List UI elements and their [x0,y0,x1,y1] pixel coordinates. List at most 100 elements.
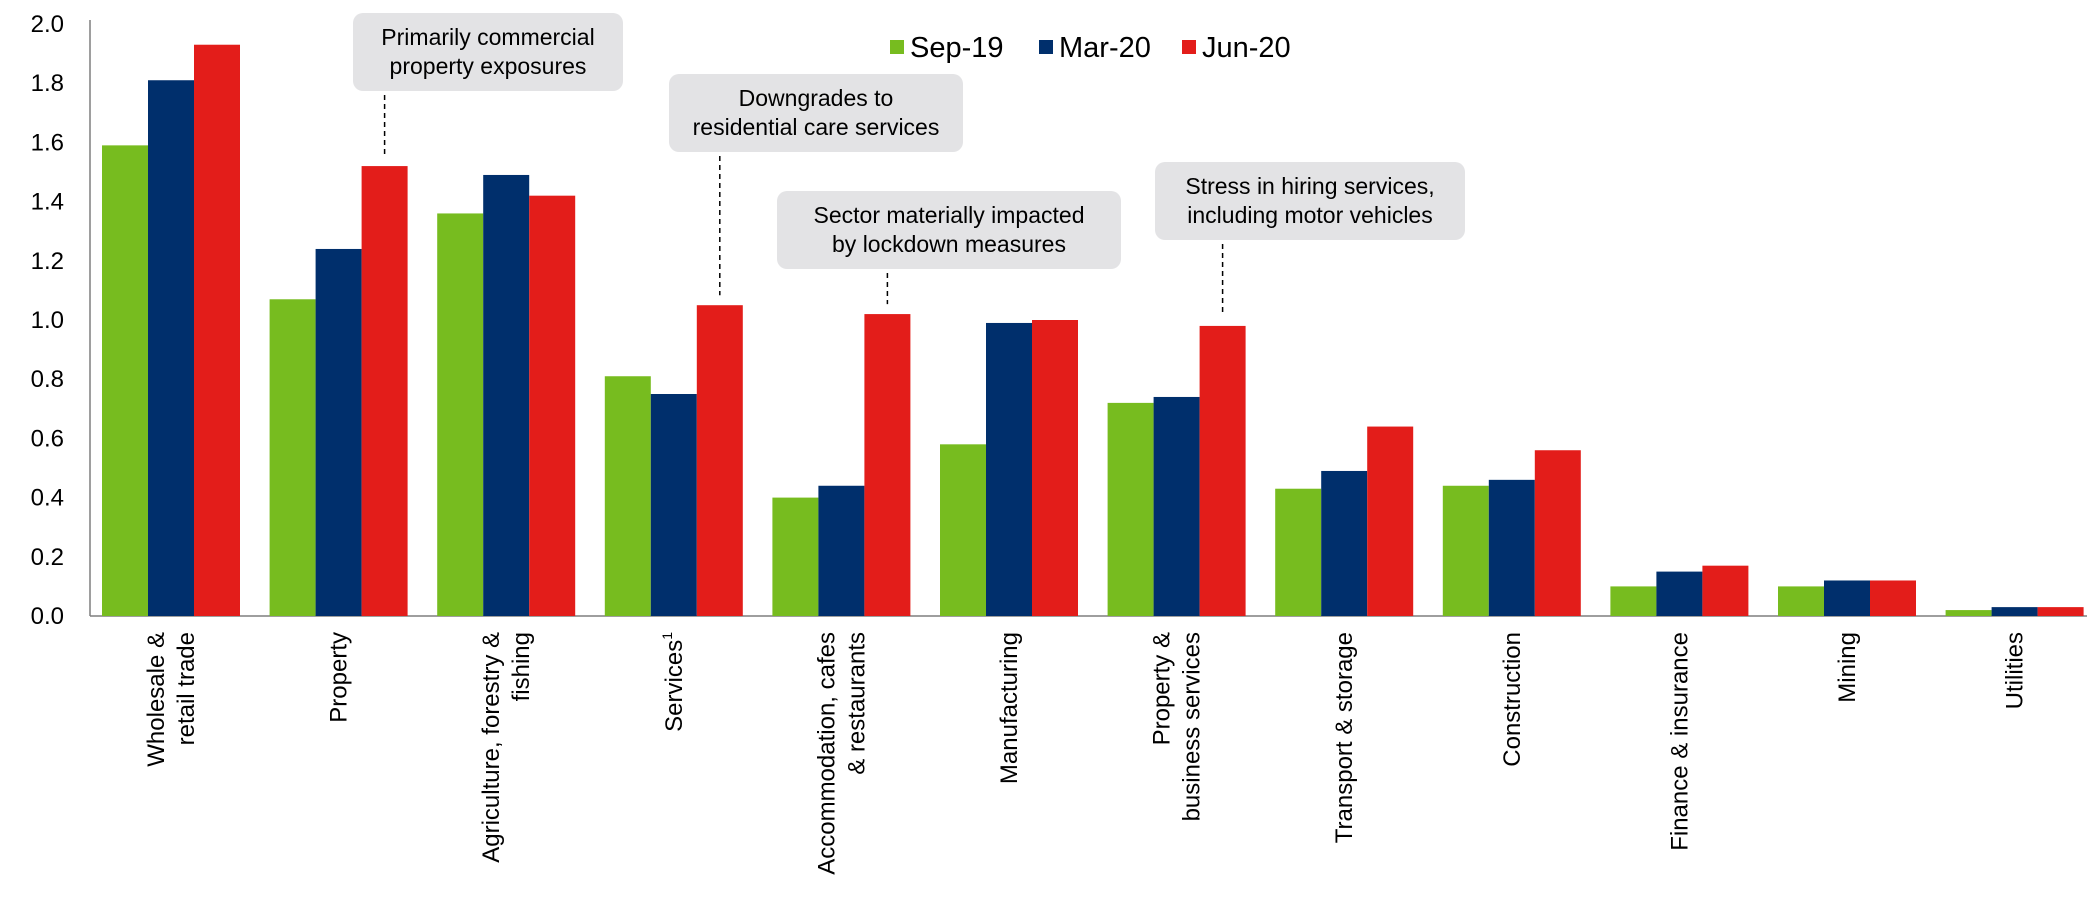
bars [102,44,2084,617]
category-label-line: & restaurants [843,632,870,775]
bar-mar-20 [483,174,530,616]
y-tick-label: 0.0 [31,603,64,630]
bar-jun-20 [1199,325,1246,616]
bar-jun-20 [194,44,240,617]
bar-sep-19 [437,213,484,616]
category-label: Property [326,632,353,723]
bar-sep-19 [102,145,148,617]
category-label-line: business services [1179,632,1206,821]
category-label-line: fishing [508,632,535,701]
bar-jun-20 [1367,426,1414,616]
y-tick-label: 1.6 [31,129,64,156]
legend-swatch-mar-20 [1039,40,1053,54]
annotation-text: Sector materially impacted [814,202,1085,228]
annotation-text: including motor vehicles [1187,202,1432,228]
bar-sep-19 [604,376,651,616]
y-tick-label: 1.2 [31,248,64,275]
category-label: Construction [1499,632,1526,767]
category-label-line: Construction [1499,632,1526,767]
bar-sep-19 [940,444,986,616]
category-label: Utilities [2002,632,2029,709]
bar-jun-20 [1702,565,1749,616]
y-tick-label: 0.4 [31,485,64,512]
y-tick-label: 1.0 [31,307,64,334]
bar-jun-20 [864,314,911,616]
bar-jun-20 [2037,607,2084,616]
category-label-line: Transport & storage [1331,632,1358,843]
category-label-line: Mining [1834,632,1861,703]
category-label-line: Utilities [2002,632,2029,709]
bar-sep-19 [1275,488,1322,616]
annotation-box [669,74,963,152]
category-label-line: Finance & insurance [1666,632,1693,851]
bar-mar-20 [1991,607,2038,616]
annotation-text: Stress in hiring services, [1185,173,1434,199]
y-tick-label: 1.4 [31,189,64,216]
annotation-text: Downgrades to [739,85,894,111]
legend-label-mar-20: Mar-20 [1059,32,1151,64]
category-label: Mining [1834,632,1861,703]
bar-mar-20 [818,485,865,616]
bar-jun-20 [696,305,743,616]
bar-sep-19 [1442,485,1489,616]
legend-swatch-sep-19 [890,40,904,54]
category-label: Property & business services [1149,632,1206,821]
legend-swatch-jun-20 [1182,40,1196,54]
bar-sep-19 [1107,402,1154,616]
annotation-text: property exposures [390,53,587,79]
y-tick-label: 2.0 [31,11,64,38]
bar-sep-19 [772,497,819,616]
y-tick-label: 1.8 [31,70,64,97]
y-tick-label: 0.6 [31,425,64,452]
category-label: Finance & insurance [1666,632,1693,851]
category-label-line: Accommodation, cafes [813,632,840,875]
bar-mar-20 [1656,571,1703,616]
category-label-line: Property & [1149,632,1176,745]
category-label: Manufacturing [996,632,1023,784]
annotation-text: residential care services [693,114,940,140]
bar-mar-20 [650,394,697,616]
annotation-box [777,191,1121,269]
bar-jun-20 [1534,450,1581,616]
bar-sep-19 [269,299,316,616]
axes: 0.0 0.2 0.4 0.6 0.8 1.0 1.2 1.4 1.6 1.8 2.0 [31,11,2087,630]
category-label: Transport & storage [1331,632,1358,843]
bar-mar-20 [315,248,362,616]
annotation-text: Primarily commercial [381,24,594,50]
annotation-text: by lockdown measures [832,231,1066,257]
footnote-mark: 1 [659,632,675,640]
legend-label-jun-20: Jun-20 [1202,32,1291,64]
category-label: Accommodation, cafes & restaurants [813,632,870,875]
bar-mar-20 [1488,479,1535,616]
bar-mar-20 [1824,580,1870,616]
category-label-line: Property [326,632,353,723]
category-label-line: Agriculture, forestry & [478,632,505,863]
category-labels: Wholesale & retail trade Property Agricultu… [143,632,2029,875]
annotations: Primarily commercial property exposures Do… [353,13,1465,316]
bar-sep-19 [1778,586,1824,616]
category-label: Services1 [659,632,688,732]
bar-mar-20 [1153,396,1200,616]
bar-sep-19 [1610,586,1657,616]
bar-mar-20 [986,322,1032,616]
bar-sep-19 [1945,610,1992,616]
legend-label-sep-19: Sep-19 [910,32,1004,64]
bar-jun-20 [1032,320,1078,616]
bar-mar-20 [148,80,194,617]
annotation-box [1155,162,1465,240]
bar-jun-20 [1870,580,1916,616]
annotation-box [353,13,623,91]
bar-mar-20 [1321,470,1368,616]
category-label-line: retail trade [173,632,200,745]
category-label: Wholesale & retail trade [143,632,200,767]
legend: Sep-19 Mar-20 Jun-20 [890,32,1291,64]
bar-jun-20 [361,166,408,616]
y-tick-label: 0.2 [31,544,64,571]
y-tick-label: 0.8 [31,366,64,393]
category-label: Agriculture, forestry & fishing [478,632,535,863]
category-label-line: Manufacturing [996,632,1023,784]
category-label-line: Services1 [659,632,688,732]
bar-jun-20 [529,195,576,616]
category-label-line: Wholesale & [143,632,170,767]
